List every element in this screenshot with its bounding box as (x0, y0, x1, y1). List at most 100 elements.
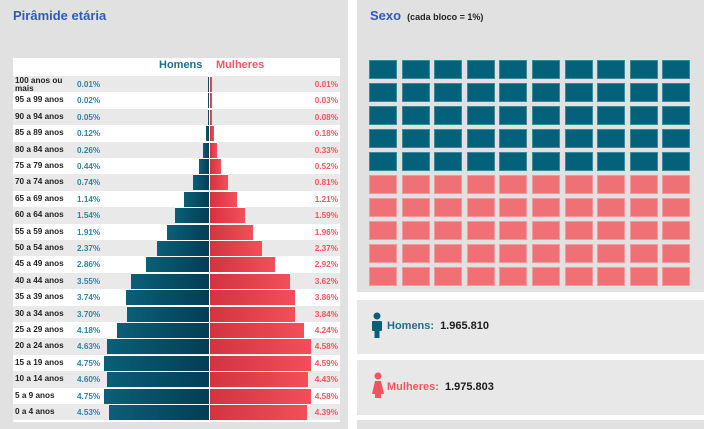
waffle-block-women (401, 175, 430, 194)
waffle-block-men (532, 106, 560, 125)
men-label: Homens: (387, 320, 435, 332)
men-value-label: 0.74% (77, 178, 101, 188)
sex-waffle-panel: Sexo (cada bloco = 1%) (357, 0, 704, 292)
waffle-block-men (466, 129, 495, 148)
waffle-block-women (499, 175, 528, 194)
bar-men (104, 354, 209, 371)
pyramid-row: 15 a 19 anos 4.75% 4.59% (13, 354, 340, 372)
waffle-block-men (629, 129, 658, 148)
bar-men (206, 125, 209, 142)
men-value-label: 0.44% (77, 162, 101, 171)
waffle-block-women (662, 198, 691, 217)
women-value-label: 0.18% (314, 129, 338, 139)
right-bottom-panel (357, 420, 704, 429)
men-value-label: 2.37% (77, 244, 101, 253)
bar-women (210, 190, 237, 207)
waffle-block-men (597, 60, 626, 79)
women-value-label: 3.84% (314, 309, 338, 319)
waffle-block-men (369, 60, 397, 79)
bar-women (210, 223, 254, 240)
men-value-label: 4.60% (77, 375, 101, 385)
women-value-label: 1.59% (314, 211, 338, 221)
women-value-label: 4.24% (314, 326, 338, 335)
men-value-label: 3.55% (77, 276, 101, 286)
waffle-block-men (499, 106, 528, 125)
pyramid-row: 30 a 34 anos 3.70% 3.84% (13, 305, 340, 322)
waffle-block-men (564, 152, 593, 171)
bar-men (183, 190, 209, 207)
bar-men (208, 76, 209, 92)
waffle-block-men (629, 152, 658, 171)
waffle-block-men (466, 106, 495, 125)
male-person-icon (372, 312, 382, 338)
pyramid-row: 10 a 14 anos 4.60% 4.43% (13, 371, 340, 388)
women-value-label: 2.37% (314, 244, 338, 253)
women-count-card: Mulheres: 1.975.803 (357, 360, 704, 415)
pyramid-row: 80 a 84 anos 0.26% 0.33% (13, 141, 340, 158)
waffle-block-women (662, 244, 691, 263)
pyramid-row: 100 anos ou mais 0.01% 0.01% (13, 76, 340, 93)
waffle-block-women (532, 198, 560, 217)
waffle-block-men (369, 106, 397, 125)
women-stat: Mulheres: 1.975.803 (387, 381, 494, 393)
waffle-block-women (466, 175, 495, 194)
age-label: 30 a 34 anos (15, 308, 64, 318)
waffle-block-men (369, 83, 397, 102)
waffle-block-men (597, 106, 626, 125)
waffle-block-women (466, 198, 495, 217)
pyramid-row: 55 a 59 anos 1.91% 1.96% (13, 223, 340, 240)
waffle-block-women (597, 267, 626, 286)
waffle-block-men (401, 152, 430, 171)
waffle-block-men (662, 106, 691, 125)
bar-women (210, 289, 296, 306)
bar-men (207, 108, 209, 125)
female-person-icon (372, 372, 384, 398)
waffle-block-men (629, 83, 658, 102)
waffle-block-men (499, 129, 528, 148)
waffle-block-women (401, 244, 430, 263)
waffle-block-women (466, 221, 495, 240)
age-label: 60 a 64 anos (15, 210, 64, 220)
pyramid-row: 40 a 44 anos 3.55% 3.62% (13, 272, 340, 290)
waffle-block-women (597, 198, 626, 217)
waffle-block-men (434, 106, 463, 125)
age-label: 20 a 24 anos (15, 341, 64, 351)
waffle-block-men (662, 83, 691, 102)
waffle-block-men (369, 129, 397, 148)
bar-men (127, 305, 209, 322)
waffle-block-men (466, 83, 495, 102)
waffle-block-women (597, 244, 626, 263)
age-label: 5 a 9 anos (15, 390, 55, 400)
women-value-label: 1.21% (314, 194, 338, 204)
women-value-label: 0.08% (314, 112, 338, 122)
legend-men: Homens (159, 59, 203, 71)
pyramid-row: 75 a 79 anos 0.44% 0.52% (13, 158, 340, 175)
men-value-label: 4.53% (77, 408, 101, 417)
age-label: 35 a 39 anos (15, 292, 64, 302)
waffle-block-women (629, 175, 658, 194)
waffle-block-women (434, 198, 463, 217)
bar-women (210, 207, 246, 224)
men-value-label: 3.74% (77, 293, 101, 303)
waffle-block-women (499, 244, 528, 263)
men-count-card: Homens: 1.965.810 (357, 300, 704, 354)
sex-subtitle: (cada bloco = 1%) (407, 12, 484, 22)
pyramid-title: Pirâmide etária (13, 8, 107, 23)
age-label: 75 a 79 anos (15, 161, 64, 170)
waffle-block-women (532, 267, 560, 286)
waffle-block-men (401, 60, 430, 79)
waffle-block-women (466, 267, 495, 286)
pyramid-row: 50 a 54 anos 2.37% 2.37% (13, 240, 340, 257)
waffle-block-men (434, 129, 463, 148)
legend-women: Mulheres (216, 59, 265, 71)
men-value-label: 4.75% (77, 358, 101, 368)
age-label: 85 a 89 anos (15, 128, 64, 138)
bar-men (156, 240, 209, 256)
waffle-block-women (532, 175, 560, 194)
sex-title-text: Sexo (370, 8, 402, 23)
age-label: 80 a 84 anos (15, 144, 64, 154)
waffle-block-men (499, 60, 528, 79)
waffle-block-women (369, 175, 397, 194)
waffle-block-men (564, 60, 593, 79)
bar-men (106, 338, 209, 355)
